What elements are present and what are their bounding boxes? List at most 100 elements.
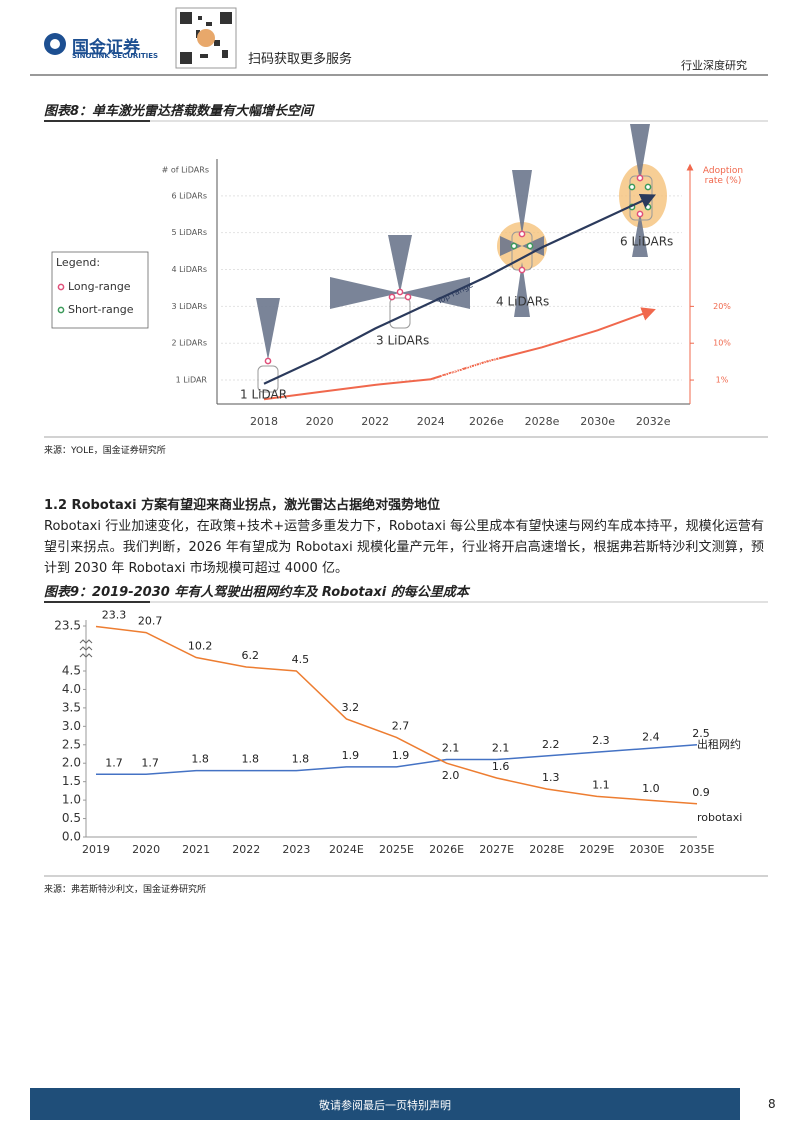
qr-badge	[197, 29, 215, 47]
x-tick-label: 2035E	[680, 843, 715, 856]
y-tick-label: 5 LiDARs	[171, 228, 207, 237]
figure-source: 来源：YOLE，国金证券研究所	[44, 446, 166, 456]
y-tick-label: 0.5	[62, 811, 81, 825]
series-line	[263, 307, 656, 401]
value-label: 10.2	[188, 640, 213, 653]
x-tick-label: 2030e	[580, 415, 615, 428]
annotation: 4 LiDARs	[496, 295, 549, 309]
x-tick-label: 2024E	[329, 843, 364, 856]
value-label: 2.7	[392, 719, 410, 732]
vehicle	[257, 365, 279, 393]
series-line	[95, 625, 698, 805]
lidar-beam	[330, 277, 400, 309]
value-label: 20.7	[138, 615, 163, 628]
y-tick-label: 1.0	[62, 793, 81, 807]
series-line	[96, 744, 698, 776]
y-tick-label: 3.0	[62, 719, 81, 733]
sensor-dot	[644, 203, 652, 211]
value-label: 2.0	[442, 769, 460, 782]
sensor-dot	[636, 210, 644, 218]
figure-source: 来源：弗若斯特沙利文，国金证券研究所	[44, 885, 207, 895]
x-tick-label: 2024	[417, 415, 445, 428]
lidar-beam	[256, 298, 280, 360]
x-tick-label: 2030E	[629, 843, 664, 856]
x-tick-label: 2025E	[379, 843, 414, 856]
axis-break	[79, 646, 93, 651]
x-tick-label: 2028E	[529, 843, 564, 856]
brand-en: SINOLINK SECURITIES	[72, 52, 159, 60]
series-line	[263, 194, 656, 385]
value-label: 1.8	[242, 753, 260, 766]
lidar-beam	[632, 212, 648, 257]
figure-caption: 图表8：单车激光雷达搭载数量有大幅增长空间	[44, 104, 314, 119]
x-tick-label: 2027E	[479, 843, 514, 856]
value-label: 2.3	[592, 734, 610, 747]
value-label: 6.2	[242, 649, 260, 662]
x-tick-label: 2018	[250, 415, 278, 428]
sensor-dot	[510, 242, 518, 250]
y-tick-label: 4.0	[62, 682, 81, 696]
y-title: # of LiDARs	[162, 166, 209, 175]
legend-marker	[57, 283, 65, 291]
legend-label: Long-range	[68, 280, 131, 293]
value-label: 1.7	[105, 756, 123, 769]
page-number: 8	[768, 1097, 776, 1111]
value-label: 1.6	[492, 760, 510, 773]
x-tick-label: 2026E	[429, 843, 464, 856]
x-tick-label: 2022	[232, 843, 260, 856]
value-label: 1.9	[392, 749, 410, 762]
sensor-dot	[388, 293, 396, 301]
value-label: 1.9	[342, 749, 360, 762]
logo-icon-inner	[50, 39, 60, 49]
sensor-dot	[628, 183, 636, 191]
x-tick-label: 2020	[306, 415, 334, 428]
value-label: 3.2	[342, 701, 360, 714]
value-label: 2.5	[692, 727, 710, 740]
lidar-beam	[630, 124, 650, 182]
value-label: 2.1	[492, 742, 510, 755]
sensor-dot	[518, 266, 526, 274]
coverage-blob	[619, 164, 667, 228]
y-tick-label: 2 LiDARs	[171, 339, 207, 348]
value-label: 1.0	[642, 782, 660, 795]
qr-caption: 扫码获取更多服务	[248, 52, 353, 67]
sensor-dot	[396, 288, 404, 296]
sensor-dot	[526, 242, 534, 250]
y-tick-label: 2.5	[62, 737, 81, 751]
value-label: 1.7	[141, 756, 159, 769]
y-tick-label: 4.5	[62, 664, 81, 678]
series-label: LiDAR adoption	[439, 353, 501, 380]
y2-title: Adoption rate (%)	[702, 166, 744, 186]
value-label: 23.3	[102, 608, 127, 621]
value-label: 1.8	[292, 753, 310, 766]
y2-tick-label: 20%	[713, 302, 731, 311]
sensor-dot	[264, 357, 272, 365]
x-tick-label: 2022	[361, 415, 389, 428]
x-tick-label: 2028e	[525, 415, 560, 428]
footer-disclaimer: 敬请参阅最后一页特别声明	[319, 1099, 451, 1112]
sensor-dot	[644, 183, 652, 191]
y2-tick-label: 10%	[713, 339, 731, 348]
footer-bar	[30, 1088, 740, 1120]
x-tick-label: 2021	[182, 843, 210, 856]
x-tick-label: 2023	[282, 843, 310, 856]
lidar-beam	[388, 235, 412, 293]
x-tick-label: 2029E	[579, 843, 614, 856]
sensor-dot	[518, 230, 526, 238]
y-tick-label: 1.5	[62, 774, 81, 788]
x-tick-label: 2026e	[469, 415, 504, 428]
sensor-dot	[636, 174, 644, 182]
lidar-beam	[512, 170, 532, 235]
axis-break	[79, 653, 93, 658]
y-tick-label: 23.5	[54, 619, 81, 633]
annotation: 1 LiDAR	[240, 388, 287, 402]
value-label: 1.1	[592, 778, 610, 791]
brand: 国金证券	[72, 38, 140, 58]
series-label: robotaxi	[697, 811, 742, 824]
legend-box	[51, 251, 149, 329]
paragraph: Robotaxi 行业加速变化，在政策+技术+运营多重发力下，Robotaxi …	[44, 519, 764, 576]
lidar-beam	[400, 277, 470, 309]
value-label: 2.1	[442, 742, 460, 755]
